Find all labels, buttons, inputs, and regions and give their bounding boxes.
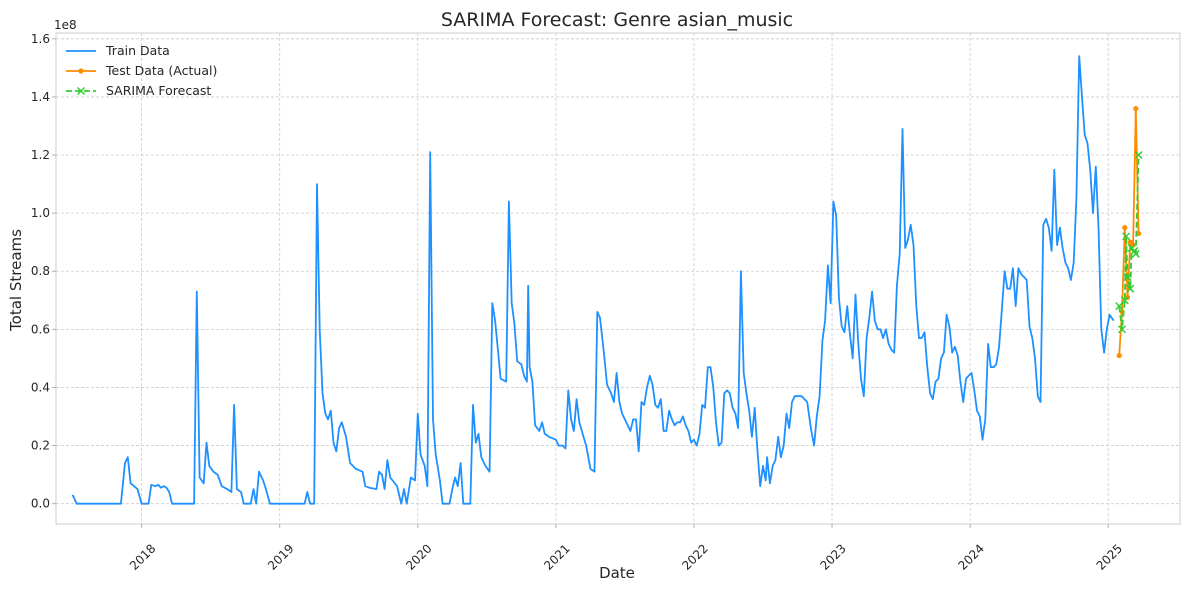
y-tick-label: 0.6 xyxy=(31,322,50,336)
y-tick-label: 0.0 xyxy=(31,497,50,511)
y-axis-label: Total Streams xyxy=(7,229,25,332)
sarima-forecast-point xyxy=(1123,273,1132,282)
test-data-actual-point xyxy=(1122,225,1128,231)
y-tick-label: 1.4 xyxy=(31,90,50,104)
legend-marker xyxy=(78,68,84,74)
x-marker-stroke xyxy=(1130,246,1139,255)
plot-series xyxy=(71,55,1143,505)
chart-title: SARIMA Forecast: Genre asian_music xyxy=(441,9,793,31)
legend-label: Train Data xyxy=(105,43,170,58)
legend-marker xyxy=(76,86,86,96)
y-tick-label: 0.2 xyxy=(31,439,50,453)
x-marker-stroke xyxy=(1120,296,1129,305)
legend-item-train-data: Train Data xyxy=(66,43,170,58)
y-tick-label: 0.4 xyxy=(31,380,50,394)
test-data-actual-point xyxy=(1133,105,1139,112)
y-tick-label: 1.0 xyxy=(31,206,50,220)
x-marker-stroke xyxy=(1126,284,1135,293)
y-offset-label: 1e8 xyxy=(54,18,77,32)
x-marker-stroke xyxy=(1134,150,1143,160)
plot-frame xyxy=(55,32,1181,525)
train-data-line xyxy=(71,55,1115,505)
legend-label: SARIMA Forecast xyxy=(106,83,211,98)
test-data-actual-point xyxy=(1116,352,1122,359)
sarima-forecast-point xyxy=(1122,232,1131,241)
y-tick-label: 1.2 xyxy=(31,148,50,162)
y-tick-label: 0.8 xyxy=(31,264,50,278)
sarima-forecast-point xyxy=(1134,150,1143,160)
legend: Train Data Test Data (Actual) SARIMA Forec… xyxy=(66,43,217,98)
legend-label: Test Data (Actual) xyxy=(105,63,217,78)
legend-item-sarima-forecast: SARIMA Forecast xyxy=(66,83,211,98)
sarima-forecast-point xyxy=(1131,249,1140,258)
legend-item-test-data-actual: Test Data (Actual) xyxy=(66,63,217,78)
y-tick-label: 1.6 xyxy=(31,32,50,46)
x-marker-stroke xyxy=(1117,325,1127,334)
x-axis-label: Date xyxy=(599,564,635,582)
test-data-actual-point xyxy=(1130,242,1136,248)
x-marker-stroke xyxy=(1122,232,1131,241)
sarima-forecast-point xyxy=(1126,284,1135,293)
x-marker-stroke xyxy=(1123,273,1132,282)
sarima-forecast-point xyxy=(1117,325,1127,334)
sarima-forecast-point xyxy=(1120,296,1129,305)
x-marker-stroke xyxy=(1131,249,1140,258)
